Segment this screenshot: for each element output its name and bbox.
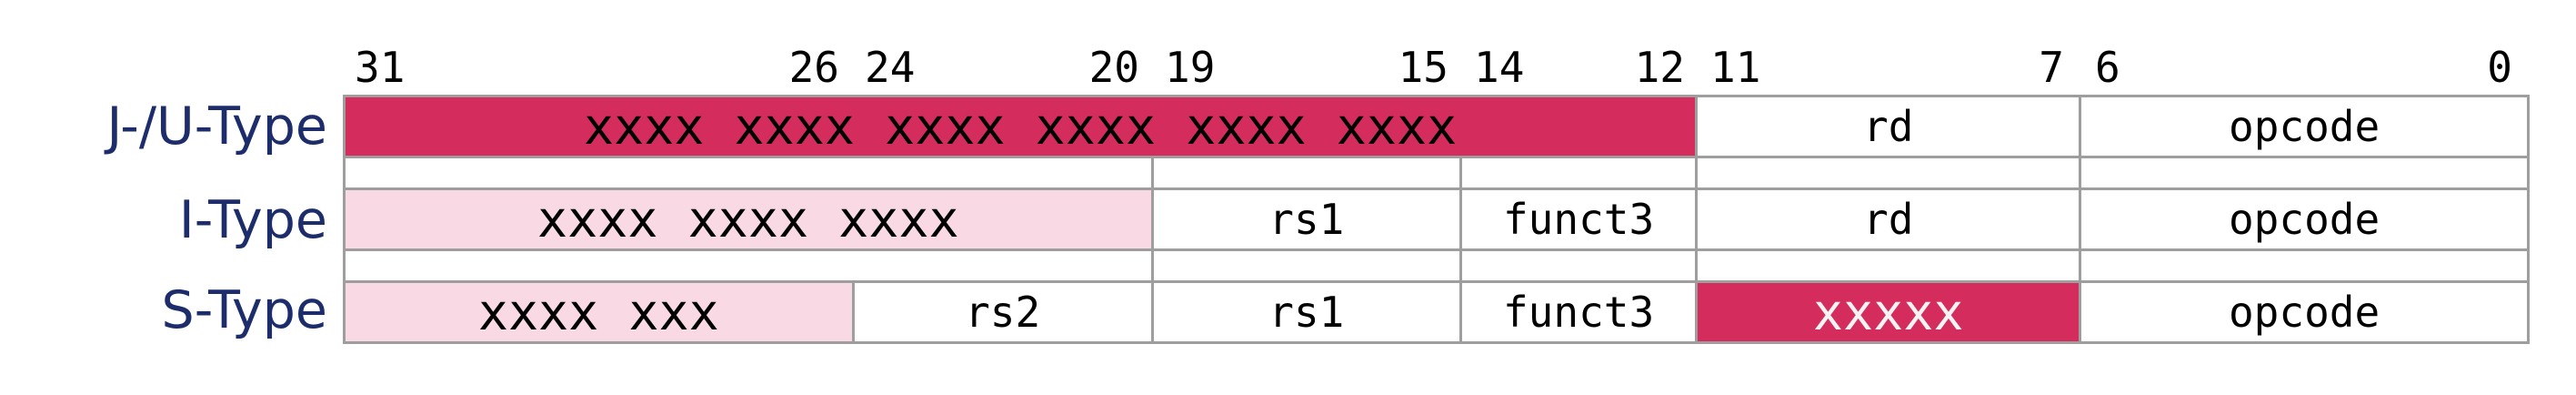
format-table: xxxx xxxx xxxx xxxx xxxx xxxx rd opcode … <box>343 95 2530 344</box>
bit-tick-26: 26 <box>788 43 839 92</box>
ju-rd-field: rd <box>1695 97 2080 156</box>
bit-tick-31: 31 <box>355 43 406 92</box>
row-ju-type: xxxx xxxx xxxx xxxx xxxx xxxx rd opcode <box>346 97 2527 158</box>
bit-tick-0: 0 <box>2487 43 2512 92</box>
bit-tick-12: 12 <box>1634 43 1685 92</box>
spacer-row-2 <box>346 251 2527 283</box>
row-label-ju-type: J-/U-Type <box>106 96 327 157</box>
s-funct3-field: funct3 <box>1458 283 1696 341</box>
i-funct3-field: funct3 <box>1458 190 1696 248</box>
row-s-type: xxxx xxx rs2 rs1 funct3 xxxxx opcode <box>346 283 2527 344</box>
bit-tick-11: 11 <box>1710 43 1761 92</box>
bit-tick-24: 24 <box>865 43 916 92</box>
s-rs1-field: rs1 <box>1150 283 1459 341</box>
bit-tick-19: 19 <box>1165 43 1216 92</box>
row-label-i-type: I-Type <box>178 190 327 250</box>
i-rd-field: rd <box>1695 190 2080 248</box>
i-opcode-field: opcode <box>2079 190 2527 248</box>
bit-tick-7: 7 <box>2039 43 2064 92</box>
bit-tick-15: 15 <box>1398 43 1448 92</box>
row-label-s-type: S-Type <box>161 280 327 340</box>
bit-tick-20: 20 <box>1088 43 1139 92</box>
row-i-type: xxxx xxxx xxxx rs1 funct3 rd opcode <box>346 190 2527 251</box>
bit-tick-6: 6 <box>2095 43 2120 92</box>
s-rs2-field: rs2 <box>851 283 1151 341</box>
i-rs1-field: rs1 <box>1150 190 1459 248</box>
s-immediate-hi-field: xxxx xxx <box>346 283 852 341</box>
i-immediate-field: xxxx xxxx xxxx <box>346 190 1151 248</box>
s-immediate-lo-field: xxxxx <box>1695 283 2080 341</box>
s-opcode-field: opcode <box>2079 283 2527 341</box>
ju-opcode-field: opcode <box>2079 97 2527 156</box>
spacer-row-1 <box>346 158 2527 190</box>
bit-tick-14: 14 <box>1474 43 1525 92</box>
ju-immediate-field: xxxx xxxx xxxx xxxx xxxx xxxx <box>346 97 1696 156</box>
